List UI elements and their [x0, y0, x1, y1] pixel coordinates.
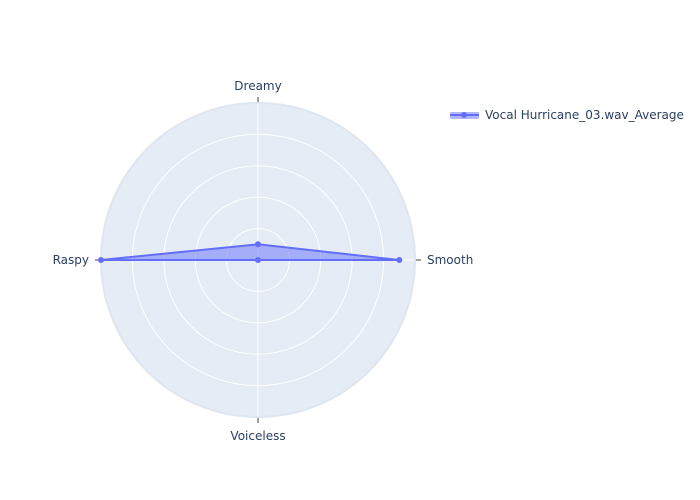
axis-label-raspy: Raspy [53, 253, 89, 267]
axis-label-dreamy: Dreamy [234, 79, 281, 93]
axis-label-voiceless: Voiceless [230, 429, 285, 443]
series-layer [98, 241, 403, 263]
legend[interactable]: Vocal Hurricane_03.wav_Average [450, 108, 684, 122]
axis-label-smooth: Smooth [427, 253, 473, 267]
data-point-smooth[interactable] [396, 257, 403, 263]
legend-label[interactable]: Vocal Hurricane_03.wav_Average [485, 108, 684, 122]
data-point-voiceless[interactable] [255, 257, 261, 263]
legend-marker [461, 112, 467, 118]
data-point-dreamy[interactable] [255, 241, 261, 248]
angular-axis-labels: Dreamy Smooth Voiceless Raspy [53, 79, 474, 443]
data-point-raspy[interactable] [98, 257, 104, 263]
